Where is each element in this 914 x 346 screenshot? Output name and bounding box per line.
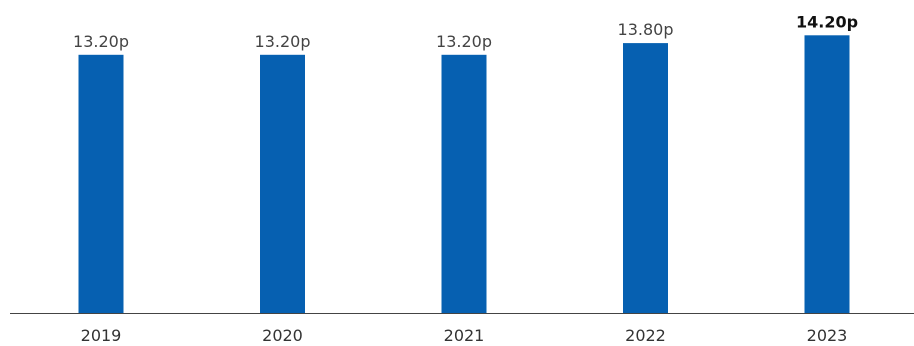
bars-group bbox=[78, 35, 850, 314]
data-label-2022: 13.80p bbox=[618, 20, 674, 39]
x-tick-label-2019: 2019 bbox=[81, 326, 122, 345]
x-tick-labels-group: 2019 2020 2021 2022 2023 bbox=[81, 326, 848, 345]
data-label-2019: 13.20p bbox=[73, 32, 129, 51]
x-tick-label-2020: 2020 bbox=[262, 326, 303, 345]
data-label-2023: 14.20p bbox=[796, 12, 858, 31]
bar-2019 bbox=[78, 54, 124, 314]
x-tick-label-2021: 2021 bbox=[444, 326, 485, 345]
x-tick-label-2022: 2022 bbox=[625, 326, 666, 345]
data-label-2020: 13.20p bbox=[255, 32, 311, 51]
bar-2022 bbox=[623, 43, 668, 313]
bar-2021 bbox=[441, 54, 487, 314]
data-label-2021: 13.20p bbox=[436, 32, 492, 51]
bar-2023 bbox=[804, 35, 850, 314]
bar-2020 bbox=[260, 54, 305, 314]
x-tick-label-2023: 2023 bbox=[807, 326, 848, 345]
data-labels-group: 13.20p 13.20p 13.20p 13.80p 14.20p bbox=[73, 12, 858, 51]
